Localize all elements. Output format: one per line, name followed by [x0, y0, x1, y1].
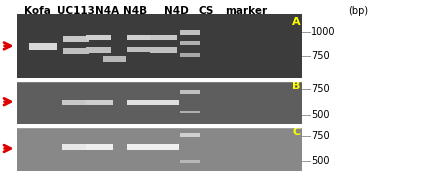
Bar	[179, 30, 199, 35]
Bar	[85, 47, 111, 53]
Bar	[127, 100, 157, 105]
Text: 750: 750	[310, 51, 329, 61]
Bar	[63, 36, 89, 42]
Text: 1000: 1000	[310, 27, 335, 37]
Text: UC113: UC113	[57, 6, 95, 16]
Bar	[17, 127, 302, 171]
Bar	[179, 111, 199, 113]
Bar	[150, 47, 177, 53]
Bar	[127, 47, 155, 52]
Bar	[179, 90, 199, 94]
Text: N4B: N4B	[122, 6, 147, 16]
Bar	[150, 35, 177, 40]
Text: A: A	[291, 17, 299, 27]
Bar	[151, 100, 179, 105]
Text: 750: 750	[310, 84, 329, 94]
Bar	[179, 133, 199, 137]
Bar	[85, 144, 112, 150]
Bar	[17, 14, 302, 78]
Text: CS: CS	[198, 6, 214, 16]
Bar	[179, 53, 199, 57]
Text: marker: marker	[224, 6, 266, 16]
Text: C: C	[291, 127, 299, 137]
Bar	[103, 56, 125, 62]
Text: 750: 750	[310, 131, 329, 141]
Bar	[62, 100, 87, 105]
Text: (bp): (bp)	[347, 6, 367, 16]
Bar	[151, 144, 179, 150]
Bar	[17, 81, 302, 124]
Text: Kofa: Kofa	[23, 6, 50, 16]
Bar	[127, 144, 157, 150]
Text: 500: 500	[310, 110, 329, 120]
Bar	[85, 35, 111, 40]
Bar	[179, 160, 199, 163]
Bar	[29, 43, 57, 50]
Text: N4A: N4A	[94, 6, 118, 16]
Text: B: B	[291, 81, 299, 91]
Bar	[62, 144, 87, 150]
Bar	[63, 48, 89, 54]
Bar	[127, 35, 155, 40]
Text: 500: 500	[310, 156, 329, 166]
Bar	[85, 100, 112, 105]
Bar	[179, 41, 199, 45]
Text: N4D: N4D	[164, 6, 188, 16]
